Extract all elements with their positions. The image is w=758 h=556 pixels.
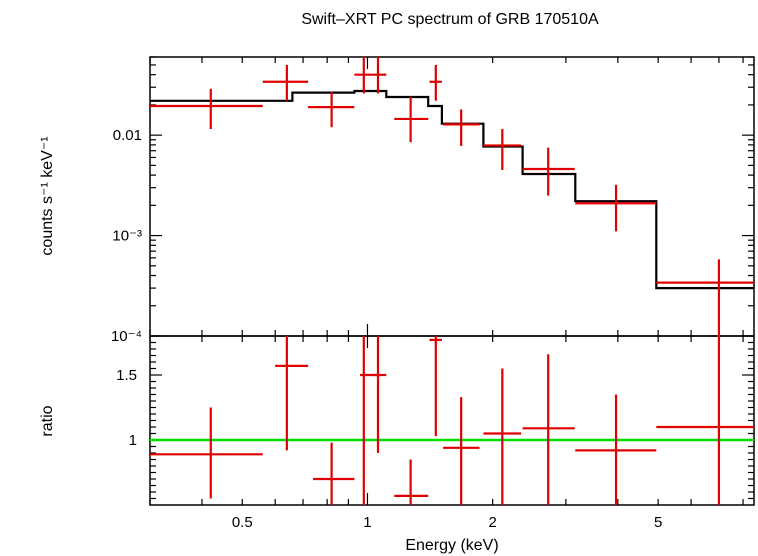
x-tick-label: 0.5 [232,514,253,531]
data-point [429,64,442,101]
data-point [394,96,429,143]
data-point [483,129,522,170]
data-point [262,64,309,101]
y-tick-label: 10⁻³ [112,228,142,245]
model-curve [150,89,754,290]
ratio-panel-frame [149,335,755,506]
y-tick-label: 10⁻⁴ [111,328,142,345]
model-step-line [150,89,754,290]
spectrum-panel-frame [149,56,755,337]
data-point [656,336,754,505]
data-point [522,147,575,196]
data-point [150,407,263,499]
ratio-y-axis-label: ratio [39,405,56,436]
data-point [483,368,522,505]
data-point [443,109,480,146]
axis-ticks [149,56,754,505]
ratio-data-points [150,336,754,505]
data-point [354,57,373,94]
spectrum-data-points [150,57,754,336]
chart-title: Swift–XRT PC spectrum of GRB 170510A [301,11,599,28]
data-point [443,397,480,505]
y-tick-label: 0.01 [113,127,142,144]
y-tick-label: 1 [129,432,137,449]
data-point [313,442,355,505]
data-point [394,459,429,505]
y-tick-label: 1.5 [116,367,137,384]
data-point [372,57,387,94]
data-point [372,336,387,453]
x-tick-label: 2 [488,514,496,531]
data-point [150,88,263,130]
data-point [429,336,442,437]
data-point [308,91,355,128]
data-point [275,336,309,451]
data-point [656,259,754,336]
data-point [575,184,657,232]
spectrum-y-axis-label: counts s⁻¹ keV⁻¹ [39,136,56,255]
tick-labels: 0.01 10⁻³ 10⁻⁴ 1 1.5 0.5 1 2 5 [111,127,662,531]
data-point [522,354,575,505]
data-point [575,394,657,505]
x-axis-label: Energy (keV) [405,537,498,554]
x-tick-label: 5 [654,514,662,531]
x-tick-label: 1 [363,514,371,531]
